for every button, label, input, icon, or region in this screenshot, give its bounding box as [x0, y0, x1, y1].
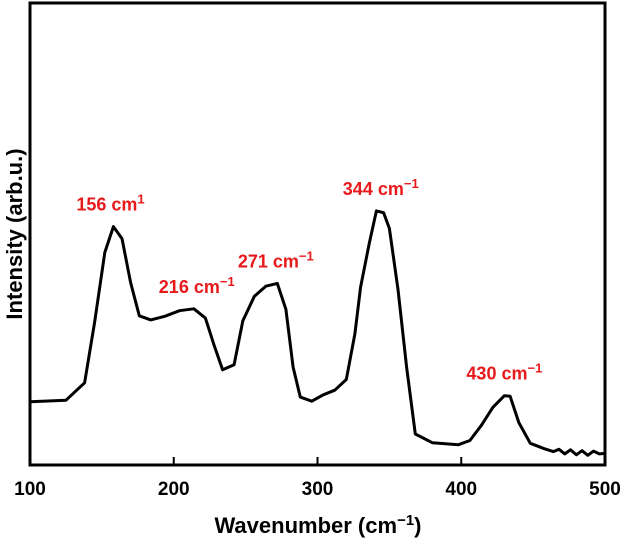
spectrum-line [28, 209, 607, 457]
x-tick-label: 100 [14, 479, 46, 500]
peak-label: 271 cm−1 [238, 248, 314, 271]
x-tick-label: 200 [158, 479, 190, 500]
x-tick-label: 500 [589, 479, 621, 500]
x-tick-label: 300 [302, 479, 334, 500]
x-tick-label: 400 [445, 479, 477, 500]
plot-frame [28, 1, 607, 467]
x-axis-label: Wavenumber (cm−1) [214, 512, 421, 538]
x-ticks [29, 457, 606, 465]
peak-label: 216 cm−1 [159, 274, 235, 297]
peak-label: 344 cm−1 [343, 176, 419, 199]
x-tick-labels: 100 200 300 400 500 [14, 479, 621, 500]
peak-label: 430 cm−1 [466, 361, 542, 384]
peak-label: 156 cm1 [76, 192, 144, 215]
y-axis-label: Intensity (arb.u.) [2, 148, 27, 319]
